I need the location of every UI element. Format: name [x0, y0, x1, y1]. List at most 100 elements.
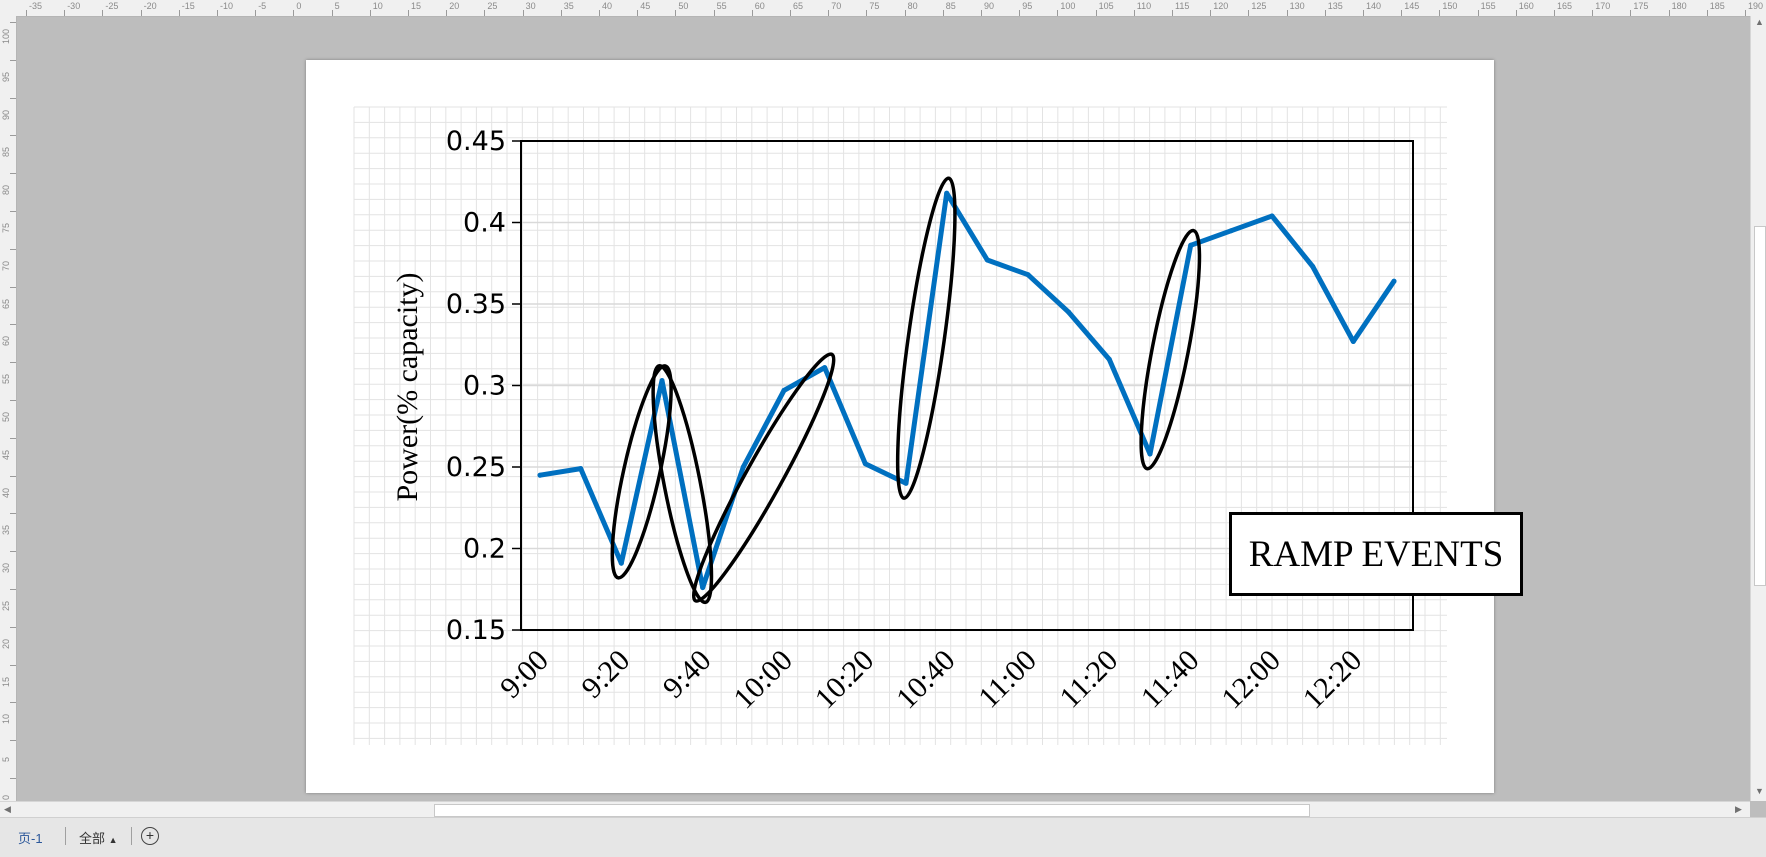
ruler-tick [10, 664, 16, 666]
ruler-label: 90 [984, 1, 995, 11]
ruler-tick [293, 10, 295, 16]
ruler-tick [10, 22, 16, 23]
ruler-label: 100 [1, 28, 11, 44]
ruler-tick [1095, 10, 1097, 16]
page-tab[interactable]: 页-1 [18, 831, 43, 846]
ruler-label: -20 [143, 1, 157, 11]
ruler-tick [904, 10, 906, 16]
ruler-tick [178, 10, 180, 16]
horizontal-scrollbar[interactable]: ◀ ▶ [0, 801, 1750, 818]
ruler-label: 10 [372, 1, 383, 11]
ruler-tick [10, 626, 16, 628]
scroll-down-icon[interactable]: ▼ [1755, 786, 1764, 796]
ruler-label: 45 [1, 449, 11, 460]
ruler-label: 80 [1, 185, 11, 196]
ruler-label: 185 [1709, 1, 1725, 11]
ruler-label: 50 [1, 411, 11, 422]
drawing-page[interactable]: 0.45 0.4 0.35 0.3 0.25 0.2 0.15 9:00 9:20 9:40 10:… [306, 60, 1523, 793]
ramp-events-label[interactable]: RAMP EVENTS [1229, 512, 1523, 596]
ruler-label: 100 [1060, 1, 1076, 11]
ruler-tick [10, 135, 16, 137]
data-point [1391, 278, 1397, 284]
ruler-label: 125 [1251, 1, 1267, 11]
ruler-label: 30 [1, 563, 11, 574]
ruler-label: 5 [1, 757, 11, 763]
ruler-tick [1172, 10, 1173, 16]
scroll-right-icon[interactable]: ▶ [1735, 804, 1742, 814]
all-pages-label: 全部 [79, 831, 106, 846]
ruler-tick [10, 778, 16, 779]
data-point [903, 480, 909, 486]
data-point [700, 585, 706, 591]
ruler-label: 40 [1, 487, 11, 498]
ruler-tick [637, 10, 639, 16]
ruler-label: 170 [1595, 1, 1611, 11]
ruler-label: 120 [1213, 1, 1229, 11]
ruler-label: -5 [258, 1, 267, 11]
ruler-tick [10, 211, 16, 212]
divider [131, 827, 132, 845]
ruler-tick [713, 10, 715, 16]
top-ruler: -35 -30 -25 -20 -15 -10 -5 0 5 10 15 20 25 30 35 40 45 50… [0, 0, 1766, 17]
ruler-label: 135 [1327, 1, 1343, 11]
ruler-tick [1477, 10, 1479, 16]
ruler-tick [369, 10, 371, 16]
ruler-label: 30 [525, 1, 536, 11]
ruler-tick [1668, 10, 1670, 16]
ruler-tick [10, 248, 16, 250]
ruler-tick [10, 702, 16, 704]
y-tick-label: 0.35 [446, 289, 506, 320]
ruler-tick [10, 475, 16, 477]
data-point [537, 472, 543, 478]
ruler-tick [1019, 10, 1021, 16]
ruler-label: 80 [907, 1, 918, 11]
ruler-label: 85 [1, 147, 11, 158]
ruler-label: 0 [296, 1, 302, 11]
status-bar: 页-1 全部 ▲ + [0, 817, 1766, 857]
ruler-label: 75 [869, 1, 880, 11]
vertical-scroll-thumb[interactable] [1754, 226, 1766, 586]
ruler-tick [751, 10, 753, 16]
left-ruler: 100 95 90 85 80 75 70 65 60 55 50 45 40 35 30 25 20 15 10 5… [0, 16, 17, 801]
data-point [862, 461, 868, 467]
ruler-label: 15 [411, 1, 422, 11]
ruler-label: -15 [181, 1, 195, 11]
data-point [1310, 264, 1316, 269]
data-point [781, 387, 787, 393]
ruler-label: 65 [793, 1, 804, 11]
add-page-icon[interactable]: + [141, 827, 159, 845]
data-point [984, 257, 990, 263]
ruler-label: 95 [1022, 1, 1033, 11]
ruler-label: 5 [334, 1, 340, 11]
ruler-label: 15 [1, 676, 11, 687]
ruler-label: 180 [1671, 1, 1687, 11]
ruler-label: 10 [1, 714, 11, 725]
scroll-up-icon[interactable]: ▲ [1755, 17, 1764, 27]
vertical-scrollbar[interactable]: ▲ ▼ [1750, 16, 1766, 801]
horizontal-scroll-thumb[interactable] [434, 804, 1310, 817]
drawing-canvas: 0.45 0.4 0.35 0.3 0.25 0.2 0.15 9:00 9:20 9:40 10:… [17, 17, 1750, 801]
x-tick-label: 10:00 [727, 644, 799, 716]
ruler-label: 140 [1366, 1, 1382, 11]
data-point [1066, 309, 1072, 315]
data-point [822, 365, 828, 371]
chart[interactable]: 0.450.40.350.30.250.20.159:00 9:20 9:40 10:… [306, 60, 1494, 793]
x-tick-label: 9:20 [575, 644, 636, 705]
ruler-label: -10 [220, 1, 234, 11]
ruler-tick [1745, 10, 1746, 16]
ruler-label: 130 [1289, 1, 1305, 11]
ruler-tick [828, 10, 830, 16]
ruler-label: 145 [1404, 1, 1420, 11]
all-pages-button[interactable]: 全部 ▲ [79, 828, 118, 847]
ruler-label: 150 [1442, 1, 1458, 11]
ruler-label: 115 [1175, 1, 1190, 11]
ruler-label: 20 [1, 638, 11, 649]
y-tick-label: 0.4 [463, 208, 506, 239]
scroll-left-icon[interactable]: ◀ [4, 804, 11, 814]
data-point [1228, 228, 1234, 234]
y-axis-label: Power(% capacity) [391, 272, 424, 501]
ruler-tick [10, 400, 16, 401]
ruler-label: 35 [1, 525, 11, 536]
ruler-tick [522, 10, 524, 16]
ruler-tick [331, 10, 333, 16]
